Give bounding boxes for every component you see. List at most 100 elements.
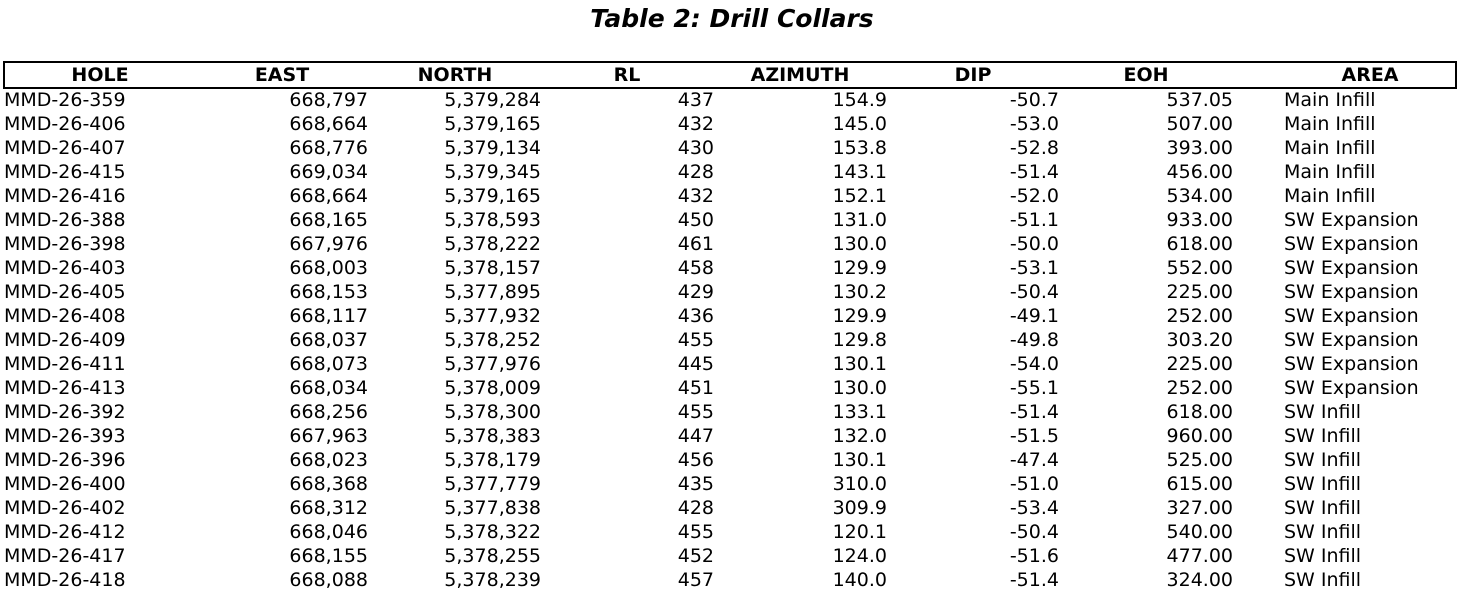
table-cell: 303.20 [1166,329,1233,351]
table-cell: 5,378,009 [444,377,541,399]
table-cell: 461 [677,233,714,255]
table-cell: 120.1 [832,521,887,543]
table-cell: Main Infill [1284,185,1376,207]
table-cell: MMD-26-406 [4,113,126,135]
table-cell: SW Expansion [1284,329,1419,351]
table-cell: Main Infill [1284,161,1376,183]
table-cell: 668,073 [289,353,368,375]
table-cell: 525.00 [1166,449,1233,471]
table-cell: SW Infill [1284,569,1362,591]
table-cell: SW Infill [1284,449,1362,471]
table-cell: 455 [677,401,714,423]
table-cell: 5,379,165 [444,113,541,135]
table-cell: MMD-26-402 [4,497,126,519]
table-cell: -52.0 [1009,185,1059,207]
table-cell: 310.0 [832,473,887,495]
table-cell: -50.7 [1009,89,1059,111]
table-cell: SW Infill [1284,497,1362,519]
table-cell: -50.0 [1009,233,1059,255]
table-cell: MMD-26-396 [4,449,126,471]
table-cell: MMD-26-418 [4,569,126,591]
table-cell: MMD-26-398 [4,233,126,255]
table-cell: MMD-26-417 [4,545,126,567]
table-cell: 668,664 [289,185,368,207]
table-cell: 477.00 [1166,545,1233,567]
table-cell: 5,377,838 [444,497,541,519]
table-cell: SW Expansion [1284,257,1419,279]
table-cell: 153.8 [832,137,887,159]
table-cell: 437 [677,89,714,111]
table-cell: 933.00 [1166,209,1233,231]
table-cell: 668,046 [289,521,368,543]
table-cell: 130.0 [832,233,887,255]
header-cell: RL [613,64,641,86]
table-cell: -51.6 [1009,545,1059,567]
table-cell: 154.9 [832,89,887,111]
table-cell: 540.00 [1166,521,1233,543]
table-cell: 393.00 [1166,137,1233,159]
table-cell: 145.0 [832,113,887,135]
table-cell: 436 [677,305,714,327]
header-cell: AREA [1341,64,1399,86]
table-cell: 5,378,255 [444,545,541,567]
table-cell: 140.0 [832,569,887,591]
table-title: Table 2: Drill Collars [590,4,874,33]
table-cell: Main Infill [1284,137,1376,159]
table-cell: -53.0 [1009,113,1059,135]
table-cell: Main Infill [1284,89,1376,111]
table-cell: 5,378,222 [444,233,541,255]
table-cell: SW Expansion [1284,305,1419,327]
table-cell: 669,034 [289,161,368,183]
table-cell: 445 [677,353,714,375]
table-cell: 5,377,976 [444,353,541,375]
table-cell: MMD-26-415 [4,161,126,183]
header-cell: EAST [254,64,310,86]
table-cell: 5,378,383 [444,425,541,447]
table-cell: 5,377,932 [444,305,541,327]
table-cell: 143.1 [832,161,887,183]
table-cell: -51.4 [1009,161,1059,183]
table-cell: 5,379,345 [444,161,541,183]
table-cell: 534.00 [1166,185,1233,207]
header-cell: NORTH [417,64,493,86]
table-cell: -51.4 [1009,401,1059,423]
table-cell: MMD-26-388 [4,209,126,231]
table-cell: -50.4 [1009,521,1059,543]
table-cell: 668,312 [289,497,368,519]
table-cell: MMD-26-411 [4,353,126,375]
table-cell: MMD-26-403 [4,257,126,279]
table-cell: 130.0 [832,377,887,399]
table-cell: 225.00 [1166,281,1233,303]
table-cell: 537.05 [1166,89,1233,111]
header-cell: DIP [954,64,992,86]
table-cell: 447 [677,425,714,447]
table-cell: 618.00 [1166,401,1233,423]
table-cell: MMD-26-412 [4,521,126,543]
table-cell: 432 [677,113,714,135]
table-cell: -47.4 [1009,449,1059,471]
header-cell: HOLE [71,64,129,86]
table-cell: 667,963 [289,425,368,447]
table-cell: 450 [677,209,714,231]
table-cell: SW Expansion [1284,209,1419,231]
table-cell: 130.1 [832,449,887,471]
table-cell: 430 [677,137,714,159]
table-cell: 428 [677,161,714,183]
table-cell: -49.8 [1009,329,1059,351]
table-cell: 133.1 [832,401,887,423]
table-cell: 668,034 [289,377,368,399]
table-cell: -51.0 [1009,473,1059,495]
table-cell: MMD-26-393 [4,425,126,447]
table-cell: 456 [677,449,714,471]
table-cell: -51.1 [1009,209,1059,231]
table-cell: -55.1 [1009,377,1059,399]
table-cell: MMD-26-359 [4,89,126,111]
table-cell: 668,797 [289,89,368,111]
table-cell: 124.0 [832,545,887,567]
table-cell: 327.00 [1166,497,1233,519]
table-cell: -49.1 [1009,305,1059,327]
table-cell: 960.00 [1166,425,1233,447]
table-cell: SW Expansion [1284,353,1419,375]
table-cell: 5,378,593 [444,209,541,231]
